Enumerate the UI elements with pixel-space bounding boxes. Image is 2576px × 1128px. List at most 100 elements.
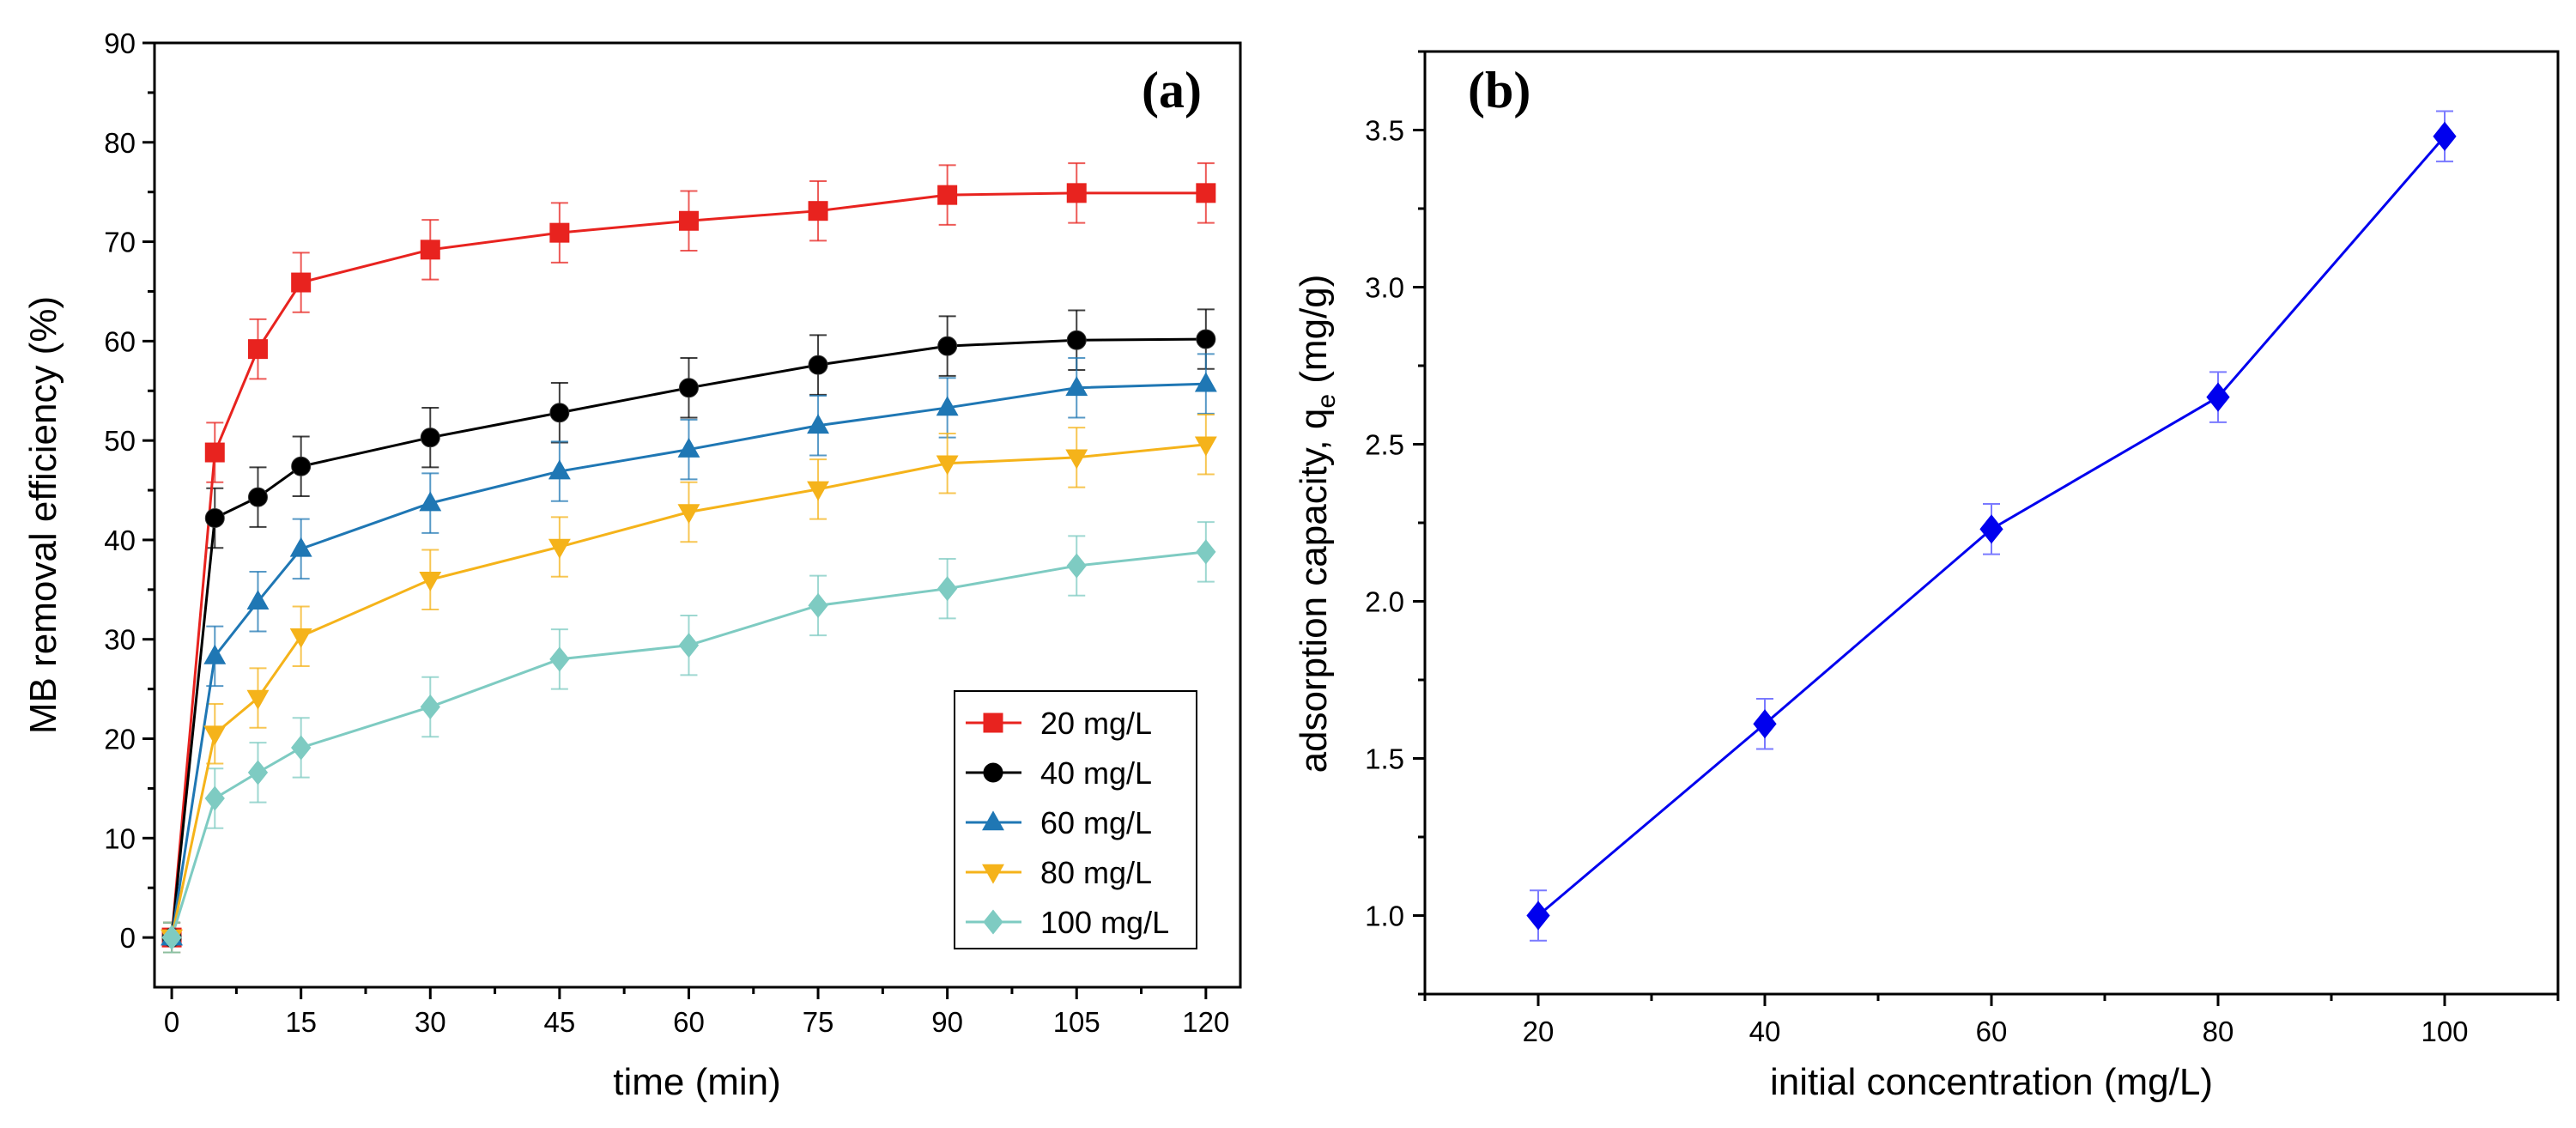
x-tick-label: 75 <box>803 1006 834 1038</box>
x-tick-label: 80 <box>2203 1016 2234 1047</box>
panel-b: 20 40 60 80 100 1.0 1.5 2.0 2.5 3.0 3.5 (b) initi… <box>1293 50 2560 1103</box>
x-tick-label: 120 <box>1182 1006 1229 1038</box>
y-tick-label: 60 <box>104 325 136 357</box>
data-point <box>549 222 570 243</box>
data-point <box>677 504 700 525</box>
panel-b-y-ticks: 1.0 1.5 2.0 2.5 3.0 3.5 <box>1365 50 1425 996</box>
data-point <box>1753 709 1777 739</box>
x-tick-label: 40 <box>1749 1016 1781 1047</box>
y-tick-label: 30 <box>104 624 136 656</box>
legend-marker <box>982 864 1004 884</box>
panel-a-y-ticks: 0 10 20 30 40 50 60 70 80 90 <box>104 27 155 954</box>
data-point <box>936 396 959 416</box>
data-point <box>677 437 700 458</box>
panel-a-x-ticks: 0 15 30 45 60 75 90 105 120 <box>164 987 1229 1038</box>
x-tick-label: 100 <box>2421 1016 2468 1047</box>
data-point <box>1194 372 1217 392</box>
data-point <box>420 240 440 260</box>
data-point <box>1196 183 1216 203</box>
x-tick-label: 90 <box>931 1006 963 1038</box>
data-point <box>204 507 225 528</box>
legend-item: 40 mg/L <box>966 755 1152 791</box>
panel-a: 0 15 30 45 60 75 90 105 120 0102030405060708090 … <box>22 27 1242 1103</box>
panel-b-y-axis-title-subscript: e <box>1312 394 1341 409</box>
data-point <box>1066 330 1087 350</box>
y-tick-label: 2.5 <box>1365 429 1404 461</box>
data-point <box>247 760 269 785</box>
data-point <box>937 576 958 602</box>
data-point <box>937 185 958 205</box>
data-point <box>203 644 227 664</box>
x-tick-label: 20 <box>1523 1016 1555 1047</box>
legend-label: 40 mg/L <box>1040 755 1152 791</box>
data-point <box>419 491 442 512</box>
panel-b-x-ticks: 20 40 60 80 100 <box>1423 994 2560 1047</box>
data-point <box>808 355 828 375</box>
data-point <box>203 725 227 746</box>
data-point <box>246 689 270 710</box>
data-point <box>678 210 699 231</box>
legend-marker <box>982 810 1004 831</box>
data-point <box>1196 539 1216 565</box>
y-tick-label: 90 <box>104 27 136 59</box>
data-point <box>420 694 440 720</box>
legend-label: 80 mg/L <box>1040 855 1152 890</box>
legend-item: 60 mg/L <box>966 805 1152 840</box>
data-point <box>1979 514 2003 544</box>
panel-a-plot-frame <box>153 41 1242 989</box>
panel-a-label: (a) <box>1142 62 1202 118</box>
y-tick-label: 1.5 <box>1365 743 1404 775</box>
data-point <box>1196 329 1216 349</box>
legend-item: 100 mg/L <box>966 905 1169 940</box>
data-point <box>2206 382 2230 412</box>
data-point <box>548 459 571 480</box>
data-point <box>1526 901 1550 931</box>
legend-item: 80 mg/L <box>966 855 1152 890</box>
data-point <box>808 201 828 221</box>
data-point <box>204 785 225 811</box>
data-point <box>291 272 312 293</box>
data-point <box>2433 121 2457 151</box>
data-point <box>247 487 268 507</box>
legend-marker <box>983 713 1003 733</box>
legend-item: 20 mg/L <box>966 706 1152 741</box>
legend-label: 20 mg/L <box>1040 706 1152 741</box>
panel-a-markers <box>161 183 1217 950</box>
data-point <box>246 590 270 610</box>
panel-b-y-axis-title-main: adsorption capacity, q <box>1293 409 1335 773</box>
panel-a-legend: 20 mg/L 40 mg/L 60 mg/L 80 mg/L 100 mg/L <box>954 690 1197 949</box>
legend-label: 60 mg/L <box>1040 805 1152 840</box>
x-tick-label: 15 <box>285 1006 317 1038</box>
data-point <box>678 633 700 658</box>
legend-marker <box>983 909 1003 935</box>
y-tick-label: 40 <box>104 525 136 556</box>
data-point <box>291 456 312 476</box>
data-point <box>161 925 182 950</box>
x-tick-label: 105 <box>1053 1006 1100 1038</box>
data-point <box>289 628 312 648</box>
data-point <box>549 403 570 423</box>
data-point <box>1194 436 1217 457</box>
data-point <box>289 537 312 557</box>
x-tick-label: 30 <box>415 1006 446 1038</box>
data-point <box>936 455 959 476</box>
x-tick-label: 45 <box>544 1006 576 1038</box>
data-point <box>1066 183 1087 203</box>
y-tick-label: 2.0 <box>1365 586 1404 618</box>
panel-a-x-axis-title: time (min) <box>613 1061 781 1103</box>
y-tick-label: 3.0 <box>1365 272 1404 304</box>
panel-b-y-axis-title: adsorption capacity, qe (mg/g) <box>1293 275 1341 773</box>
data-point <box>548 538 571 559</box>
data-point <box>247 339 268 360</box>
data-point <box>808 592 828 618</box>
data-point <box>291 735 312 761</box>
data-point <box>420 428 440 448</box>
data-point <box>807 481 830 501</box>
data-point <box>549 646 570 672</box>
panel-b-markers <box>1526 121 2457 931</box>
panel-a-y-axis-title: MB removal efficiency (%) <box>22 296 64 734</box>
y-tick-label: 10 <box>104 822 136 854</box>
x-tick-label: 0 <box>164 1006 179 1038</box>
y-tick-label: 80 <box>104 127 136 159</box>
